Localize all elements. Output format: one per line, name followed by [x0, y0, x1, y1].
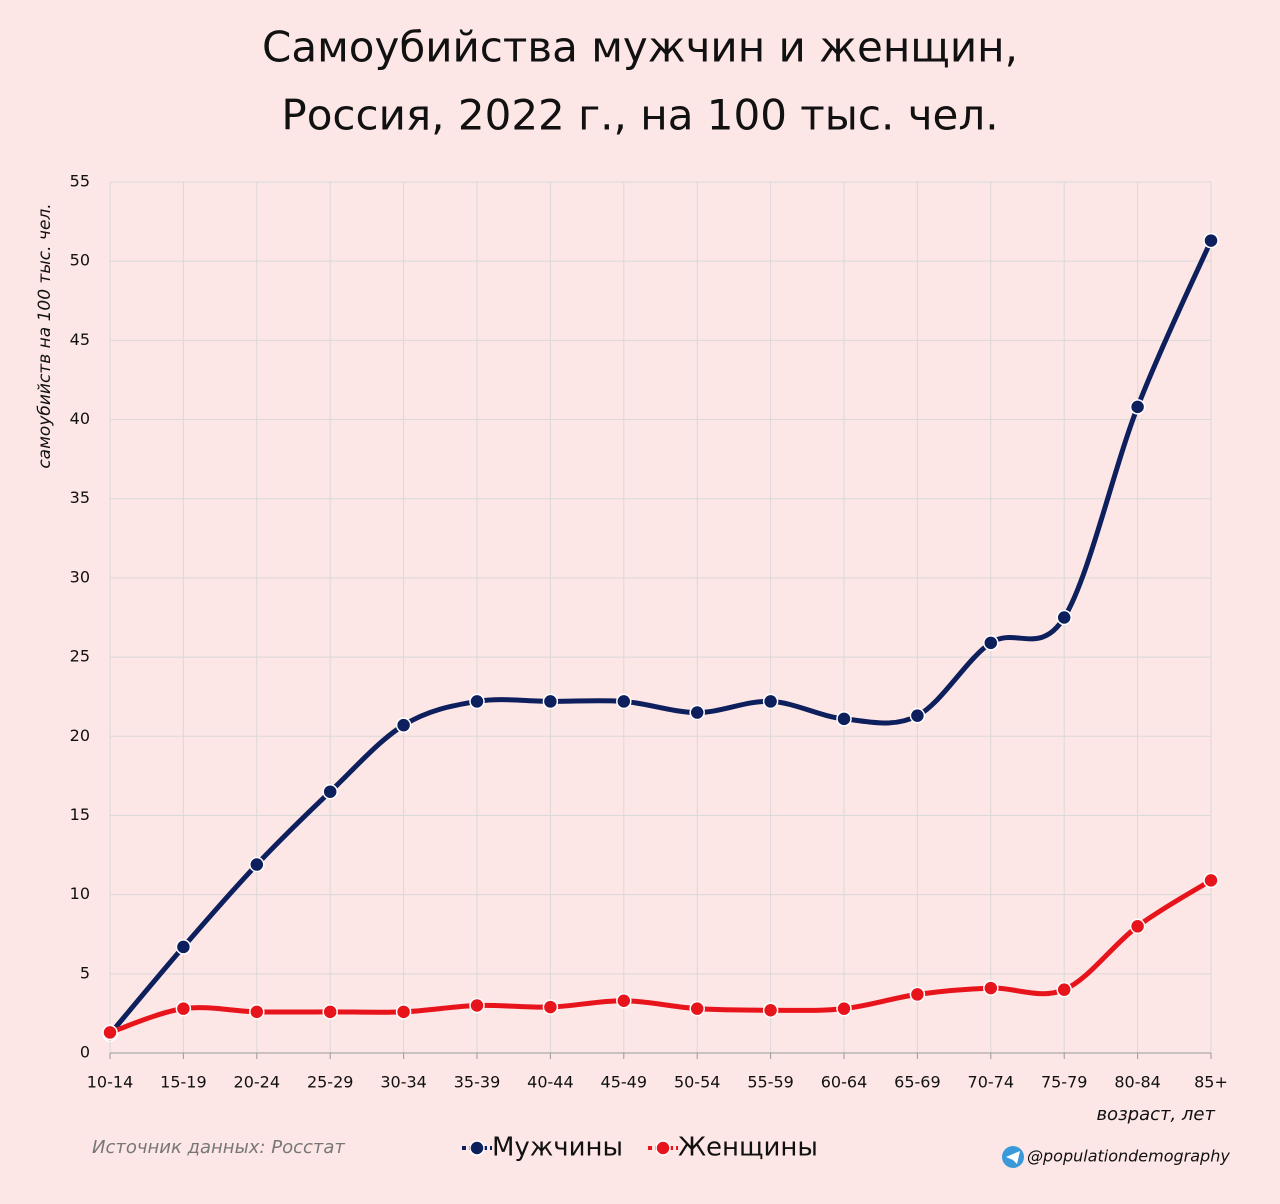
- data-point: [689, 704, 705, 721]
- credit: @populationdemography: [1002, 1146, 1230, 1168]
- x-tick-label: 20-24: [234, 1073, 281, 1092]
- data-point: [395, 717, 412, 733]
- series-line: [107, 877, 1214, 1035]
- data-point: [983, 980, 999, 996]
- y-tick-label: 50: [70, 251, 90, 270]
- legend-label: Мужчины: [492, 1133, 623, 1163]
- x-tick-label: 25-29: [307, 1073, 354, 1092]
- credit-text: @populationdemography: [1027, 1147, 1230, 1166]
- data-point: [249, 856, 265, 873]
- y-tick-label: 15: [70, 805, 90, 824]
- legend-marker: [655, 1140, 671, 1156]
- data-point: [249, 1004, 265, 1020]
- data-point: [322, 783, 338, 800]
- source: Источник данных: Росстат: [92, 1137, 345, 1158]
- data-point: [1129, 918, 1146, 935]
- data-point: [542, 999, 559, 1015]
- y-tick-label: 20: [70, 726, 90, 745]
- data-point: [909, 986, 926, 1003]
- data-point: [689, 1000, 705, 1017]
- x-tick-label: 10-14: [87, 1073, 134, 1092]
- data-point: [983, 635, 999, 651]
- y-tick-label: 10: [70, 884, 90, 903]
- data-point: [1056, 609, 1072, 626]
- x-tick-label: 80-84: [1114, 1073, 1161, 1092]
- y-tick-label: 25: [70, 647, 90, 666]
- data-point: [542, 693, 559, 710]
- data-point: [616, 992, 632, 1009]
- x-tick-label: 50-54: [674, 1073, 721, 1092]
- data-point: [616, 693, 632, 710]
- data-point: [1203, 232, 1219, 249]
- x-tick-label: 30-34: [380, 1073, 427, 1092]
- data-point: [469, 693, 485, 710]
- x-tick-label: 15-19: [160, 1073, 207, 1092]
- y-tick-label: 5: [80, 963, 90, 982]
- chart-title: Самоубийства мужчин и женщин,: [262, 23, 1018, 72]
- data-point: [909, 707, 926, 724]
- x-tick-label: 60-64: [821, 1073, 868, 1092]
- data-point: [762, 693, 779, 710]
- legend-label: Женщины: [678, 1133, 818, 1163]
- legend-marker: [469, 1140, 485, 1156]
- x-tick-label: 55-59: [747, 1073, 794, 1092]
- x-tick-label: 85+: [1194, 1073, 1228, 1092]
- data-point: [322, 1004, 338, 1020]
- telegram-icon-plane: [1006, 1151, 1020, 1164]
- x-tick-label: 70-74: [968, 1073, 1015, 1092]
- y-tick-label: 55: [70, 172, 90, 191]
- data-point: [469, 997, 485, 1014]
- data-point: [395, 1004, 412, 1020]
- data-point: [836, 711, 852, 727]
- data-point: [1129, 399, 1146, 415]
- x-tick-label: 45-49: [601, 1073, 648, 1092]
- legend-item: Женщины: [648, 1133, 818, 1163]
- data-point: [836, 1000, 852, 1017]
- data-point: [175, 1000, 192, 1017]
- x-tick-label: 40-44: [527, 1073, 574, 1092]
- y-tick-label: 35: [70, 488, 90, 507]
- y-tick-label: 0: [80, 1043, 90, 1062]
- data-point: [1056, 981, 1072, 998]
- y-tick-label: 40: [70, 409, 90, 428]
- x-tick-label: 35-39: [454, 1073, 501, 1092]
- y-tick-label: 30: [70, 567, 90, 586]
- x-tick-label: 75-79: [1041, 1073, 1088, 1092]
- data-point: [1203, 872, 1219, 889]
- data-point: [102, 1024, 118, 1041]
- chart-title: Россия, 2022 г., на 100 тыс. чел.: [281, 91, 998, 140]
- data-point: [175, 939, 192, 955]
- y-tick-label: 45: [70, 330, 90, 349]
- y-axis-label: самоубийств на 100 тыс. чел.: [35, 203, 55, 468]
- data-point: [762, 1002, 779, 1018]
- legend-item: Мужчины: [462, 1133, 623, 1163]
- x-axis-label: возраст, лет: [1096, 1104, 1215, 1125]
- x-tick-label: 65-69: [894, 1073, 941, 1092]
